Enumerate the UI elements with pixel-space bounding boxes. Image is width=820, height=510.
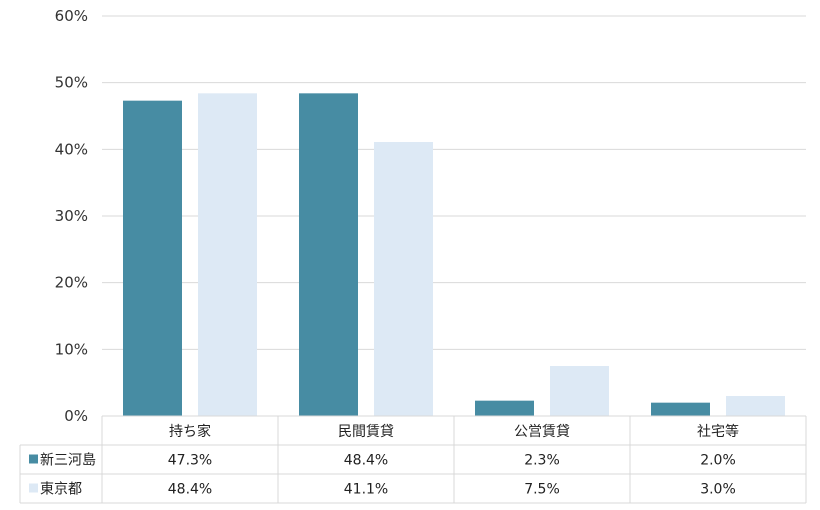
legend-swatch xyxy=(29,483,38,493)
data-cell: 48.4% xyxy=(168,482,212,498)
data-cell: 2.0% xyxy=(700,453,736,469)
bar-shinmikawashima-3 xyxy=(651,402,710,416)
category-label: 持ち家 xyxy=(169,423,211,440)
y-tick-label: 40% xyxy=(55,140,88,158)
series-name: 新三河島 xyxy=(40,453,96,469)
y-tick-label: 0% xyxy=(64,407,88,425)
data-cell: 2.3% xyxy=(524,453,560,469)
bar-tokyo-2 xyxy=(550,366,609,416)
category-label: 社宅等 xyxy=(697,423,739,440)
data-cell: 41.1% xyxy=(344,482,388,498)
bar-tokyo-3 xyxy=(726,396,785,416)
bars xyxy=(123,93,785,417)
bar-shinmikawashima-1 xyxy=(299,93,358,416)
data-cell: 47.3% xyxy=(168,453,212,469)
y-tick-label: 30% xyxy=(55,207,88,225)
bar-tokyo-0 xyxy=(198,93,257,416)
bar-tokyo-1 xyxy=(374,142,433,416)
y-tick-label: 60% xyxy=(55,7,88,25)
bar-shinmikawashima-2 xyxy=(475,400,534,416)
y-tick-label: 20% xyxy=(55,274,88,292)
bar-shinmikawashima-0 xyxy=(123,100,182,417)
y-axis-ticks: 0% 10% 20% 30% 40% 50% 60% xyxy=(55,7,88,425)
series-name: 東京都 xyxy=(40,482,82,498)
category-label: 民間賃貸 xyxy=(338,424,394,440)
y-tick-label: 50% xyxy=(55,74,88,92)
data-cell: 48.4% xyxy=(344,453,388,469)
data-cell: 7.5% xyxy=(524,482,560,498)
y-tick-label: 10% xyxy=(55,340,88,358)
category-label: 公営賃貸 xyxy=(514,424,570,440)
legend-swatch xyxy=(29,454,38,464)
data-cell: 3.0% xyxy=(700,482,736,498)
